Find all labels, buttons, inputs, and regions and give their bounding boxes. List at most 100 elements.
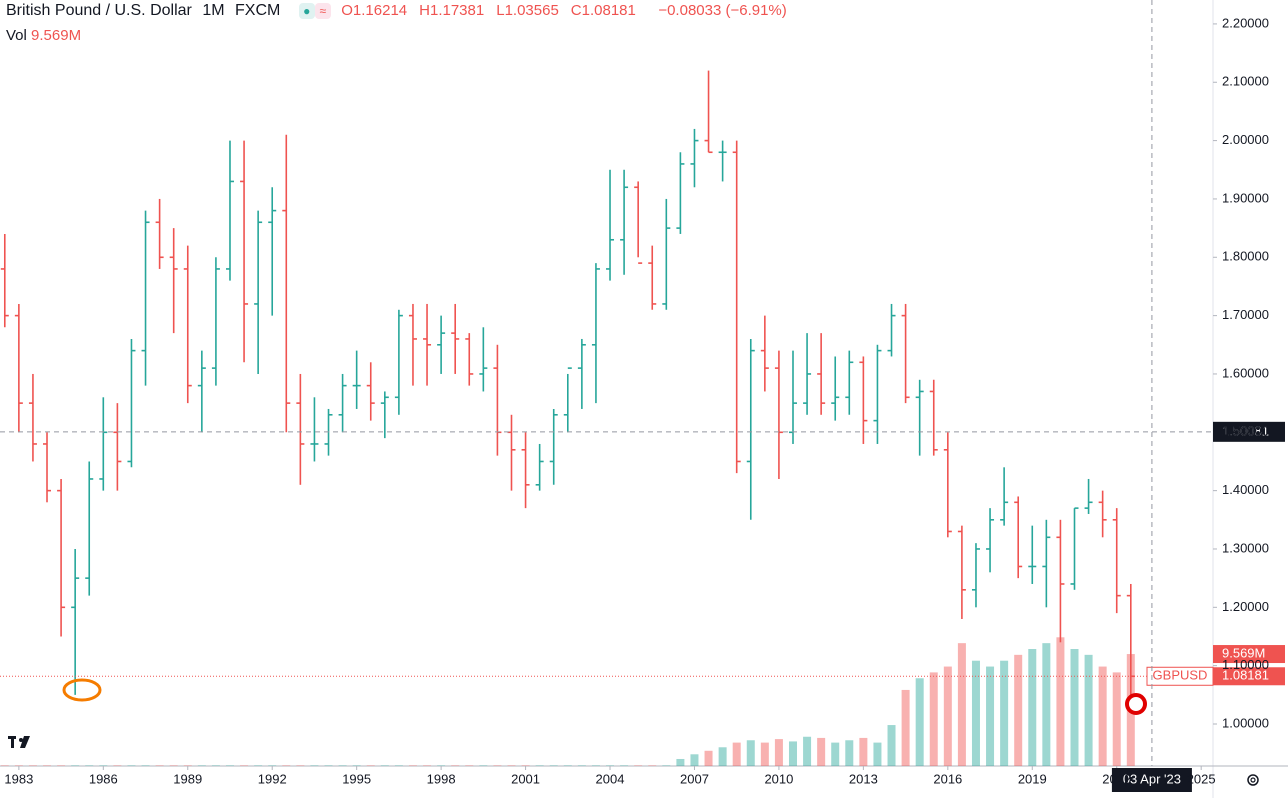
volume-bar xyxy=(394,765,403,766)
volume-bar xyxy=(887,725,896,766)
volume-bar xyxy=(535,765,544,766)
x-tick-label: 2001 xyxy=(511,771,540,786)
x-tick-label: 2004 xyxy=(596,771,625,786)
volume-bar xyxy=(1000,660,1009,766)
legend-header: British Pound / U.S. Dollar 1M FXCM ● ≈ O… xyxy=(6,2,793,20)
volume-bar xyxy=(240,765,249,766)
y-tick-label: 1.30000 xyxy=(1222,540,1269,555)
change: −0.08033 (−6.91%) xyxy=(658,2,787,20)
x-tick-label: 2025 xyxy=(1187,771,1216,786)
volume-bar xyxy=(634,765,643,766)
volume-bar xyxy=(859,737,868,766)
volume-bar xyxy=(437,765,446,766)
volume-bar xyxy=(310,765,319,766)
volume-bar xyxy=(803,736,812,766)
ticker-label: GBPUSD xyxy=(1153,668,1208,683)
last-price-label: 1.08181 xyxy=(1222,668,1269,683)
volume-bar xyxy=(746,740,755,766)
volume-bar xyxy=(1084,654,1093,766)
interval[interactable]: 1M xyxy=(202,2,225,20)
x-tick-label: 1983 xyxy=(4,771,33,786)
volume-bar xyxy=(408,765,417,766)
ohlc-number: 1.17381 xyxy=(429,2,485,20)
volume-bar xyxy=(704,750,713,766)
volume-bar xyxy=(493,765,502,766)
volume-bar xyxy=(1070,649,1079,766)
symbol-name: British Pound / U.S. Dollar xyxy=(6,2,192,20)
volume-legend: Vol 9.569M xyxy=(6,27,81,44)
ohlc-letter: C xyxy=(570,2,582,20)
volume-bar xyxy=(183,765,192,766)
x-tick-label: 1989 xyxy=(173,771,202,786)
ohlc-item: C1.08181 xyxy=(571,2,642,19)
status-icons: ● ≈ xyxy=(298,2,331,20)
ohlc-item: H1.17381 xyxy=(419,2,490,19)
volume-bar xyxy=(141,765,150,766)
volume-bar xyxy=(338,765,347,766)
volume-value-box xyxy=(1213,645,1285,664)
volume-bar xyxy=(676,758,685,766)
volume-value: 9.569M xyxy=(31,27,82,44)
x-tick-label: 1986 xyxy=(89,771,118,786)
y-tick-label: 1.70000 xyxy=(1222,307,1269,322)
ohlc-number: 1.03565 xyxy=(504,2,559,20)
x-tick-label: 1995 xyxy=(342,771,371,786)
x-tick-label: 1992 xyxy=(258,771,287,786)
volume-bar xyxy=(296,765,305,766)
volume-bar xyxy=(380,765,389,766)
volume-value-label: 9.569M xyxy=(1222,645,1265,660)
ohlc-number: 1.08181 xyxy=(581,2,636,20)
volume-bar xyxy=(1112,672,1121,766)
volume-bar xyxy=(1014,654,1023,766)
crosshair-x-label: 03 Apr '23 xyxy=(1123,771,1181,786)
volume-bar xyxy=(197,765,206,766)
crosshair-y-box xyxy=(1213,421,1285,442)
volume-bar xyxy=(71,765,80,766)
tv-logo[interactable] xyxy=(8,736,30,748)
y-tick-label: 1.80000 xyxy=(1222,249,1269,264)
y-tick-label: 1.00000 xyxy=(1222,715,1269,730)
volume-bar xyxy=(718,747,727,766)
volume-bar xyxy=(0,765,9,766)
y-tick-label: 1.50000 xyxy=(1222,424,1269,439)
volume-bar xyxy=(366,765,375,766)
x-tick-label: 2019 xyxy=(1018,771,1047,786)
volume-bar xyxy=(521,765,530,766)
volume-bar xyxy=(760,742,769,766)
ohlc-item: L1.03565 xyxy=(496,2,565,19)
volume-bar xyxy=(99,765,108,766)
volume-bar xyxy=(577,765,586,766)
volume-bar xyxy=(155,765,164,766)
ohlc-letter: O xyxy=(341,2,353,20)
volume-bar xyxy=(690,754,699,766)
volume-bar xyxy=(817,737,826,766)
volume-bar xyxy=(1042,643,1051,766)
ohlc-letter: L xyxy=(496,2,505,20)
volume-bar xyxy=(324,765,333,766)
settings-icon[interactable] xyxy=(1247,774,1259,786)
volume-bar xyxy=(648,765,657,766)
exchange: FXCM xyxy=(235,2,281,20)
volume-bar xyxy=(943,666,952,766)
volume-bar xyxy=(845,740,854,766)
y-tick-label: 1.90000 xyxy=(1222,190,1269,205)
volume-bar xyxy=(788,741,797,766)
y-tick-label: 1.20000 xyxy=(1222,599,1269,614)
volume-bar xyxy=(423,765,432,766)
volume-bar xyxy=(549,765,558,766)
price-bars xyxy=(0,70,1135,704)
x-tick-label: 1998 xyxy=(427,771,456,786)
y-tick-label: 1.40000 xyxy=(1222,482,1269,497)
y-tick-label: 2.00000 xyxy=(1222,132,1269,147)
volume-label: Vol xyxy=(6,27,27,44)
last-price-box xyxy=(1213,667,1285,686)
ohlc-values: O1.16214 H1.17381 L1.03565 C1.08181 xyxy=(341,2,648,19)
volume-bar xyxy=(1056,637,1065,766)
x-tick-label: 2007 xyxy=(680,771,709,786)
volume-bar xyxy=(873,742,882,766)
